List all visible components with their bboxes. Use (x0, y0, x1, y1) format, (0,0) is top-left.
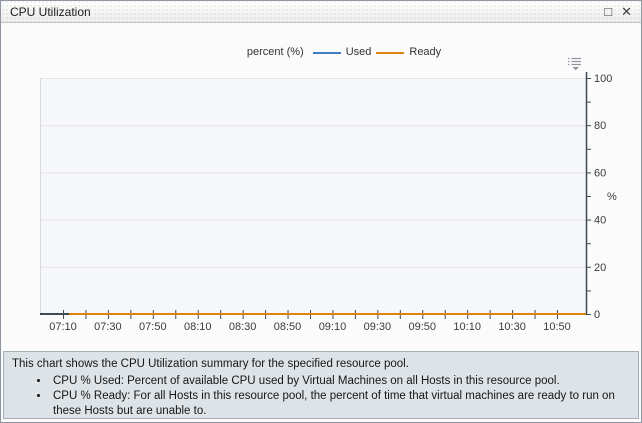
svg-text:20: 20 (594, 262, 606, 274)
maximize-icon[interactable]: □ (604, 4, 613, 19)
svg-text:60: 60 (594, 167, 606, 179)
chart-description-panel: This chart shows the CPU Utilization sum… (3, 351, 639, 419)
chart-options-icon[interactable] (567, 57, 584, 71)
svg-text:08:10: 08:10 (184, 321, 212, 333)
chart-legend: percent (%) Used Ready (23, 46, 641, 58)
svg-text:40: 40 (594, 215, 606, 227)
svg-text:09:30: 09:30 (364, 321, 392, 333)
svg-text:80: 80 (594, 120, 606, 132)
description-intro: This chart shows the CPU Utilization sum… (12, 358, 409, 370)
legend-axis-label: percent (%) (246, 46, 304, 58)
svg-text:09:10: 09:10 (319, 321, 347, 333)
close-icon[interactable]: ✕ (621, 4, 632, 19)
description-list: CPU % Used: Percent of available CPU use… (12, 374, 630, 419)
window-title: CPU Utilization (10, 4, 91, 19)
svg-text:10:30: 10:30 (498, 321, 526, 333)
svg-text:10:10: 10:10 (453, 321, 481, 333)
svg-text:0: 0 (594, 309, 600, 321)
svg-text:08:30: 08:30 (229, 321, 257, 333)
description-bullet-used: CPU % Used: Percent of available CPU use… (50, 374, 630, 389)
svg-text:10:50: 10:50 (543, 321, 571, 333)
ready-series-swatch (376, 51, 405, 54)
description-bullet-ready: CPU % Ready: For all Hosts in this resou… (50, 389, 630, 419)
used-series-swatch (312, 51, 341, 54)
svg-text:07:30: 07:30 (94, 321, 122, 333)
window-titlebar: CPU Utilization □ ✕ (1, 1, 641, 23)
svg-text:%: % (607, 191, 617, 203)
chart-region: 0 20 40 60 80 100% 07:10 07:30 07:50 08:10 08:30 08… (1, 23, 641, 351)
cpu-utilization-chart: 0 20 40 60 80 100% 07:10 07:30 07:50 08:10 08:30 08… (40, 72, 617, 333)
ready-series-label: Ready (409, 46, 442, 58)
svg-text:07:10: 07:10 (49, 321, 77, 333)
svg-text:08:50: 08:50 (274, 321, 302, 333)
svg-text:09:50: 09:50 (409, 321, 437, 333)
svg-text:07:50: 07:50 (139, 321, 167, 333)
used-series-label: Used (345, 46, 372, 58)
svg-text:100: 100 (594, 73, 612, 85)
